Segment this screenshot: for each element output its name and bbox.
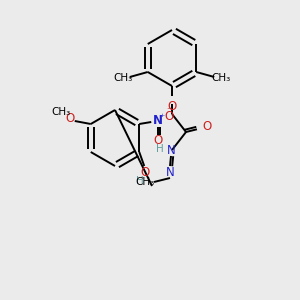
- Text: O: O: [65, 112, 74, 124]
- Text: CH₃: CH₃: [51, 107, 70, 117]
- Text: H: H: [156, 144, 164, 154]
- Text: N: N: [167, 145, 176, 158]
- Text: CH₃: CH₃: [136, 177, 155, 187]
- Text: O: O: [167, 100, 177, 113]
- Text: N: N: [166, 166, 174, 178]
- Text: O: O: [154, 134, 163, 148]
- Text: O: O: [165, 110, 174, 124]
- Text: H: H: [136, 176, 144, 186]
- Text: $^+$: $^+$: [158, 112, 166, 121]
- Text: O: O: [141, 166, 150, 178]
- Text: N: N: [153, 115, 163, 128]
- Text: O: O: [202, 121, 211, 134]
- Text: ⁻: ⁻: [167, 106, 172, 116]
- Text: CH₃: CH₃: [212, 73, 231, 83]
- Text: CH₃: CH₃: [113, 73, 132, 83]
